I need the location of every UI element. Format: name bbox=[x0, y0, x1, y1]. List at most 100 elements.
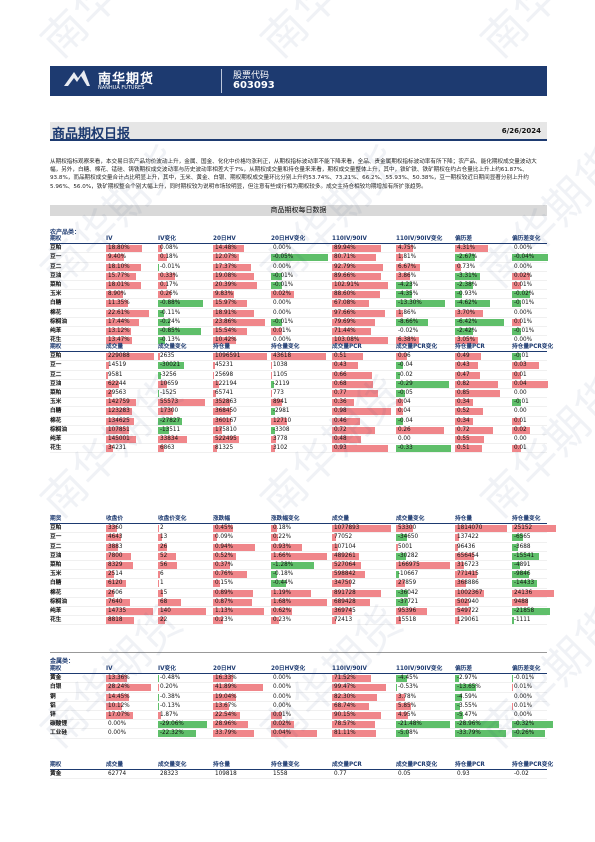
data-cell: 0.26% bbox=[158, 290, 209, 299]
row-label: 花生 bbox=[50, 617, 62, 624]
metal-volume-table: 期权 成交量 成交量变化 持仓量 持仓量变化 成交量PCR 成交量PCR变化 持仓量PCR 持仓… bbox=[50, 761, 553, 780]
data-cell: 0.00 bbox=[396, 435, 451, 443]
data-bar bbox=[332, 693, 377, 701]
column-header: IV bbox=[106, 666, 113, 672]
data-cell: -0.13% bbox=[158, 336, 209, 345]
cell-value: 78.57% bbox=[334, 721, 356, 728]
data-bar bbox=[106, 534, 121, 542]
table-row: 豆油 7800 52 0.52% 1.66% 489261 -30282 656454 -155… bbox=[50, 552, 547, 561]
cell-value: 0.36 bbox=[334, 399, 347, 406]
data-bar bbox=[396, 417, 404, 425]
cell-value: -0.01% bbox=[160, 263, 181, 270]
data-cell: 97.66% bbox=[332, 309, 392, 317]
data-cell: 11.35% bbox=[106, 299, 154, 308]
data-bar bbox=[512, 580, 537, 588]
data-bar bbox=[271, 318, 283, 326]
row-label: 棕榈油 bbox=[50, 426, 68, 433]
cell-value: 6 bbox=[160, 571, 164, 578]
cell-value: 522495 bbox=[215, 435, 237, 442]
cell-value: 82.30% bbox=[334, 693, 356, 700]
cell-value: 18.01% bbox=[108, 281, 130, 288]
cell-value: 0.72 bbox=[457, 426, 470, 433]
cell-value: 15.97% bbox=[215, 300, 237, 307]
data-bar bbox=[158, 534, 163, 542]
data-cell: 4.31% bbox=[455, 244, 508, 253]
data-bar bbox=[396, 589, 408, 597]
cell-value: -4.23% bbox=[398, 281, 419, 288]
data-cell: -27827 bbox=[158, 417, 209, 425]
data-cell: 15 bbox=[158, 589, 209, 597]
data-bar bbox=[271, 598, 328, 606]
data-cell: 0.01% bbox=[271, 327, 328, 335]
data-bar bbox=[332, 327, 371, 335]
column-header: 偏历差 bbox=[455, 236, 473, 242]
cell-value: 107851 bbox=[108, 426, 130, 433]
cell-value: -0.01% bbox=[514, 327, 535, 334]
row-label: 豆油 bbox=[50, 380, 62, 387]
data-cell: -29.06% bbox=[158, 720, 209, 729]
cell-value: 0.37% bbox=[215, 561, 234, 568]
data-cell: 89.66% bbox=[332, 272, 392, 280]
data-bar bbox=[332, 417, 360, 425]
stock-code-label: 股票代码 bbox=[233, 71, 270, 81]
data-cell: 18.91% bbox=[213, 309, 267, 317]
column-header: 期货 bbox=[50, 516, 62, 522]
data-cell: 14735 bbox=[106, 607, 154, 615]
data-cell: -0.85% bbox=[158, 327, 209, 335]
cell-value: 0.18% bbox=[160, 254, 179, 261]
cell-value: 0.02% bbox=[514, 272, 533, 279]
cell-value: -0.04 bbox=[398, 362, 413, 369]
data-bar bbox=[158, 371, 161, 379]
data-cell: -2.67% bbox=[455, 253, 508, 262]
data-bar bbox=[396, 580, 405, 588]
cell-value: 3883 bbox=[108, 543, 123, 550]
data-cell: 0.01 bbox=[512, 417, 557, 425]
data-cell: 0.34 bbox=[455, 398, 508, 407]
data-cell: 1.66% bbox=[271, 552, 328, 560]
column-header: 持仓量变化 bbox=[512, 516, 541, 522]
column-header: 成交量变化 bbox=[158, 762, 187, 768]
data-cell: 0.00% bbox=[271, 299, 328, 307]
data-bar bbox=[106, 281, 141, 289]
data-bar bbox=[512, 543, 519, 551]
cell-value: -15541 bbox=[514, 552, 535, 559]
data-cell: -0.11% bbox=[158, 309, 209, 317]
cell-value: 6.67% bbox=[398, 263, 417, 270]
data-cell: -9846 bbox=[512, 570, 557, 579]
cell-value: -1.28% bbox=[273, 561, 294, 568]
data-cell: 6.67% bbox=[396, 263, 451, 271]
cell-value: 360167 bbox=[215, 417, 237, 424]
column-header: 20日HV变化 bbox=[271, 236, 306, 242]
title-bar: 商品期权日报 6/26/2024 bbox=[50, 122, 547, 142]
table-row: 豆一 14519 -30021 45231 1038 0.43 -0.04 0.43 0.03 bbox=[50, 361, 547, 371]
data-bar bbox=[512, 598, 529, 606]
data-bar bbox=[106, 353, 154, 361]
cell-value: 0.26% bbox=[160, 291, 179, 298]
data-cell: 1.81% bbox=[396, 253, 451, 262]
data-bar bbox=[512, 300, 521, 308]
cell-value: 4643 bbox=[108, 534, 123, 541]
cell-value: 6120 bbox=[108, 580, 123, 587]
cell-value: 689428 bbox=[334, 598, 356, 605]
data-bar bbox=[332, 730, 377, 738]
column-header: 持仓量变化 bbox=[271, 762, 300, 768]
data-cell: 65741 bbox=[213, 389, 267, 397]
page-title: 商品期权日报 bbox=[52, 127, 131, 142]
data-cell: 13.67% bbox=[213, 702, 267, 710]
data-bar bbox=[332, 263, 383, 271]
data-bar bbox=[512, 730, 546, 738]
data-bar bbox=[332, 617, 336, 625]
data-bar bbox=[396, 362, 404, 370]
cell-value: 43618 bbox=[273, 353, 292, 360]
data-bar bbox=[271, 561, 314, 569]
cell-value: 95396 bbox=[398, 607, 417, 614]
data-bar bbox=[455, 380, 499, 388]
cell-value: 55573 bbox=[160, 399, 179, 406]
data-cell: 34231 bbox=[106, 444, 154, 453]
data-cell: 102.91% bbox=[332, 281, 392, 289]
data-cell: -0.02% bbox=[512, 290, 557, 299]
table-row: 白银 28.24% 0.20% 41.89% 0.00% 99.47% -0.53% -13.… bbox=[50, 683, 547, 693]
column-header: 涨跌幅变化 bbox=[271, 516, 300, 522]
row-label: 豆一 bbox=[50, 534, 62, 541]
cell-value: 0.00% bbox=[273, 300, 292, 307]
